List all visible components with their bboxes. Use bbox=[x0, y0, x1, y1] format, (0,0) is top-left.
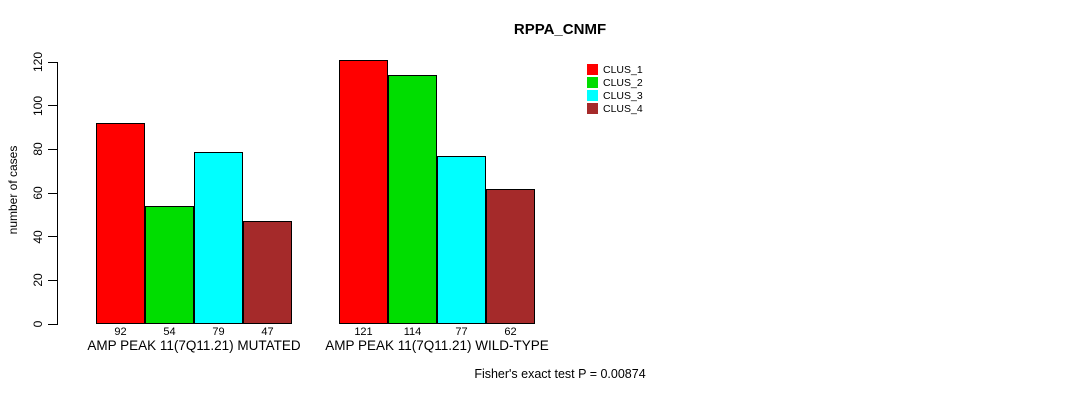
bar bbox=[194, 151, 243, 324]
y-tick bbox=[48, 61, 57, 63]
bar bbox=[145, 206, 194, 324]
legend-label: CLUS_2 bbox=[603, 77, 643, 89]
legend-swatch bbox=[587, 103, 598, 114]
legend-item: CLUS_3 bbox=[587, 90, 657, 102]
y-tick-label: 20 bbox=[31, 273, 45, 288]
group-label: AMP PEAK 11(7Q11.21) WILD-TYPE bbox=[325, 338, 549, 353]
bar-value-label: 77 bbox=[455, 326, 468, 338]
legend-label: CLUS_4 bbox=[603, 103, 643, 115]
bar-value-label: 62 bbox=[504, 326, 517, 338]
legend-item: CLUS_2 bbox=[587, 77, 657, 89]
legend-item: CLUS_4 bbox=[587, 103, 657, 115]
bar bbox=[388, 75, 437, 324]
y-axis-title: number of cases bbox=[6, 145, 20, 235]
stat-note: Fisher's exact test P = 0.00874 bbox=[474, 367, 646, 381]
legend-label: CLUS_3 bbox=[603, 90, 643, 102]
group-label: AMP PEAK 11(7Q11.21) MUTATED bbox=[87, 338, 301, 353]
bar-value-label: 54 bbox=[163, 326, 176, 338]
y-axis-line bbox=[57, 62, 59, 325]
legend-label: CLUS_1 bbox=[603, 64, 643, 76]
y-tick-label: 0 bbox=[31, 320, 45, 328]
y-tick bbox=[48, 105, 57, 107]
bar bbox=[486, 188, 535, 324]
y-tick-label: 40 bbox=[31, 229, 45, 244]
legend-item: CLUS_1 bbox=[587, 64, 657, 76]
chart-title: RPPA_CNMF bbox=[513, 21, 607, 38]
y-tick bbox=[48, 279, 57, 282]
y-tick bbox=[48, 148, 57, 151]
y-tick-label: 120 bbox=[31, 51, 45, 73]
bar bbox=[437, 155, 486, 324]
y-tick bbox=[48, 192, 57, 194]
y-tick-label: 80 bbox=[31, 142, 45, 157]
y-tick bbox=[48, 236, 57, 238]
bar-value-label: 79 bbox=[212, 326, 225, 338]
y-tick-label: 60 bbox=[31, 186, 45, 200]
bar-value-label: 114 bbox=[403, 326, 422, 338]
legend-swatch bbox=[587, 64, 598, 75]
bar bbox=[96, 123, 145, 324]
bar bbox=[339, 59, 388, 324]
bar-value-label: 47 bbox=[261, 326, 274, 338]
y-tick bbox=[48, 323, 57, 325]
y-tick-label: 100 bbox=[31, 95, 45, 116]
legend-swatch bbox=[587, 77, 598, 88]
bar-value-label: 121 bbox=[354, 326, 373, 338]
bar bbox=[243, 221, 292, 324]
bar-value-label: 92 bbox=[114, 326, 127, 338]
legend-swatch bbox=[587, 90, 598, 101]
